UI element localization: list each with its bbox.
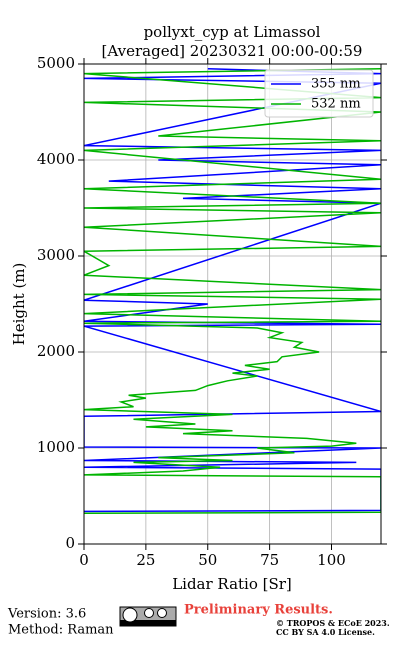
chart-title: pollyxt_cyp at Limassol bbox=[144, 23, 321, 41]
x-axis-label: Lidar Ratio [Sr] bbox=[172, 575, 292, 593]
plot-lines bbox=[84, 68, 381, 515]
status-line: Preliminary Results. bbox=[184, 603, 333, 618]
x-tick-label: 0 bbox=[79, 551, 89, 569]
license: CC BY SA 4.0 License. bbox=[276, 627, 375, 637]
version: Version: 3.6 bbox=[7, 607, 86, 622]
legend-label: 355 nm bbox=[311, 77, 361, 92]
method: Method: Raman bbox=[8, 623, 114, 638]
cc-badge bbox=[119, 606, 177, 627]
profile-line bbox=[84, 68, 381, 515]
plot-frame bbox=[83, 63, 382, 545]
y-tick-label: 4000 bbox=[37, 150, 75, 168]
y-tick-label: 1000 bbox=[37, 438, 75, 456]
x-tick-label: 50 bbox=[198, 551, 217, 569]
legend-box bbox=[264, 69, 374, 118]
chart-subtitle: [Averaged] 20230321 00:00-00:59 bbox=[102, 42, 363, 60]
legend: 355 nm 532 nm bbox=[264, 69, 374, 118]
x-tick-label: 100 bbox=[317, 551, 346, 569]
y-tick-label: 3000 bbox=[37, 246, 75, 264]
copyright: © TROPOS & ECoE 2023. bbox=[276, 618, 390, 628]
y-tick-label: 2000 bbox=[37, 342, 75, 360]
y-axis-label: Height (m) bbox=[10, 263, 28, 346]
legend-label: 532 nm bbox=[311, 97, 361, 112]
y-tick-label: 5000 bbox=[37, 54, 75, 72]
x-tick-label: 25 bbox=[136, 551, 155, 569]
x-tick-label: 75 bbox=[260, 551, 279, 569]
y-tick-label: 0 bbox=[65, 534, 75, 552]
